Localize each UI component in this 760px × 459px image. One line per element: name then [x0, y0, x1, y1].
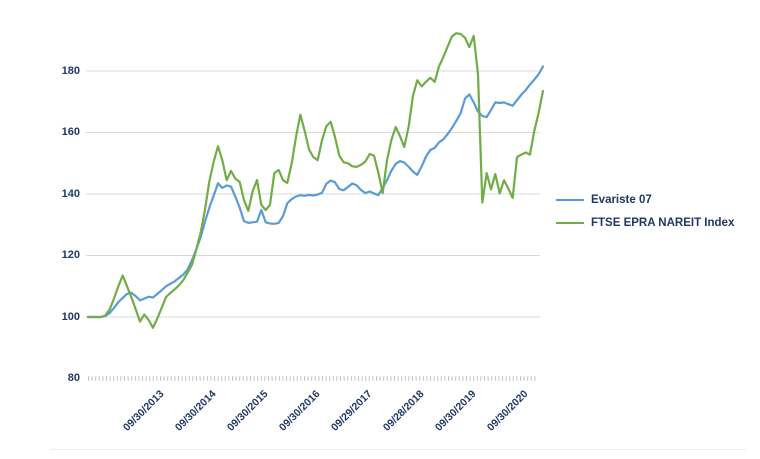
legend-line-swatch-green [556, 222, 584, 224]
legend-label: FTSE EPRA NAREIT Index [591, 217, 735, 229]
y-axis-label: 180 [61, 64, 80, 77]
y-axis-label: 120 [61, 249, 80, 261]
y-axis-label: 100 [61, 310, 80, 323]
series-line-0 [86, 65, 545, 319]
legend-item-evariste: Evariste 07 [556, 194, 734, 206]
y-axis-label: 140 [61, 187, 80, 200]
legend-label: Evariste 07 [591, 194, 652, 206]
y-axis-label: 160 [61, 126, 80, 138]
legend-item-epra: FTSE EPRA NAREIT Index [556, 217, 734, 229]
bottom-divider-line [50, 449, 746, 450]
legend: Evariste 07 FTSE EPRA NAREIT Index [556, 194, 734, 229]
legend-line-swatch-blue [556, 199, 584, 201]
y-axis-label: 80 [67, 372, 80, 384]
series-line-1 [86, 32, 545, 329]
